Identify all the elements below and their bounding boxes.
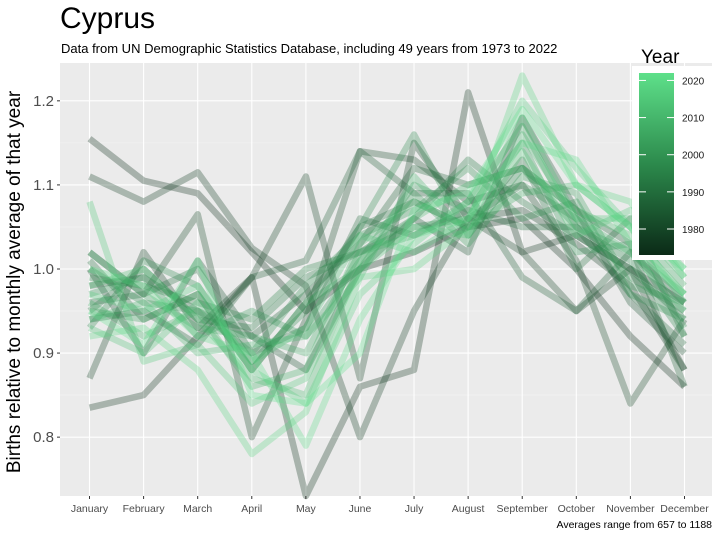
colorbar-ticks: 1980 1990 2000 2010 2020 (639, 76, 705, 236)
series-line-2009 (88, 131, 687, 357)
x-tick-label: September (497, 503, 549, 515)
colorbar-tick-label: 1990 (682, 188, 705, 199)
y-tick-label: 0.8 (33, 429, 54, 446)
y-axis-ticks: 0.8 0.9 1.0 1.1 1.2 (33, 93, 60, 446)
x-tick-label: March (183, 503, 212, 515)
series-line-1979 (86, 139, 688, 382)
series-line-1995 (89, 181, 687, 323)
series-line-2015 (86, 148, 687, 407)
series-line-2005 (87, 122, 687, 357)
series-line-2001 (88, 139, 688, 340)
colorbar-tick-label: 2010 (682, 114, 705, 125)
y-axis-label: Births relative to monthly average of th… (4, 90, 25, 474)
colorbar-tick-label: 2000 (682, 151, 705, 162)
series-line-2017 (88, 97, 688, 407)
chart-title: Cyprus (60, 2, 156, 35)
colorbar (639, 73, 674, 255)
x-tick-label: January (71, 503, 109, 515)
x-tick-label: February (123, 503, 166, 515)
colorbar-tick-label: 1980 (682, 225, 705, 236)
chart-subtitle: Data from UN Demographic Statistics Data… (61, 41, 558, 56)
x-tick-label: April (241, 503, 262, 515)
series-line-1975 (88, 89, 687, 500)
series-line-1993 (87, 156, 687, 332)
y-tick-label: 1.1 (33, 177, 54, 194)
y-tick-label: 0.9 (33, 345, 54, 362)
series-line-1985 (89, 148, 687, 348)
series-line-1997 (86, 131, 688, 365)
series-line-2011 (88, 164, 687, 399)
series-line-2013 (88, 114, 687, 365)
grid-minor (60, 142, 712, 396)
chart-caption: Averages range from 657 to 1188 (556, 519, 712, 531)
x-tick-label: May (296, 503, 317, 515)
series-line-1991 (87, 156, 688, 374)
x-tick-label: August (452, 503, 485, 515)
series-line-1977 (88, 169, 688, 441)
series-line-1989 (89, 206, 687, 357)
colorbar-tick-label: 2020 (682, 76, 705, 87)
plot-panel (60, 63, 712, 496)
series-line-2019 (88, 72, 688, 458)
y-tick-label: 1.0 (33, 261, 54, 278)
series-line-2021 (88, 139, 687, 449)
y-tick-label: 1.2 (33, 93, 54, 110)
series-line-2007 (87, 181, 687, 390)
x-tick-label: July (405, 503, 424, 515)
series-line-1973 (87, 136, 687, 390)
series-line-2022 (87, 105, 687, 407)
x-tick-label: October (558, 503, 596, 515)
series-lines (86, 72, 688, 500)
series-line-1999 (87, 164, 686, 357)
grid-major (60, 63, 712, 496)
series-line-1983 (86, 114, 687, 374)
series-line-1987 (89, 164, 688, 388)
x-tick-label: November (606, 503, 655, 515)
x-tick-label: December (660, 503, 709, 515)
series-line-2003 (89, 173, 686, 374)
series-line-1981 (87, 148, 688, 441)
x-tick-label: June (349, 503, 372, 515)
x-axis-ticks: January February March April May June July Augu… (71, 496, 709, 515)
legend-title: Year (641, 47, 680, 68)
